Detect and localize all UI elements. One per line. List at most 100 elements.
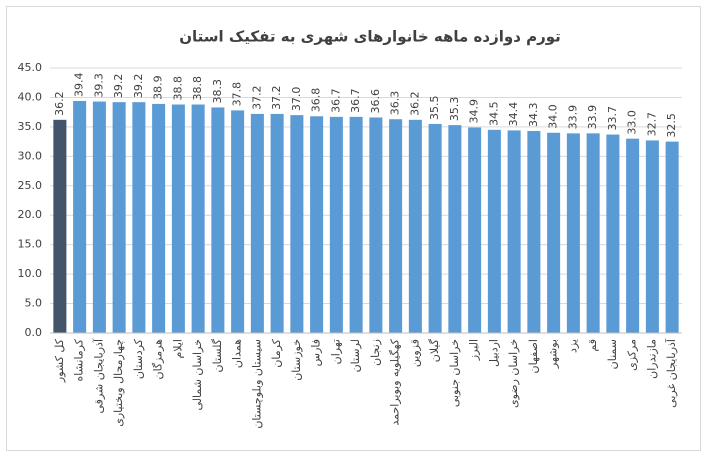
x-tick-label: یزد <box>566 339 579 353</box>
bar <box>586 133 600 333</box>
bar <box>606 134 620 333</box>
value-label: 39.2 <box>112 74 125 99</box>
x-tick-label: هرمزگان <box>152 339 165 380</box>
x-tick-label: چهارمحال وبختیاری <box>112 339 125 427</box>
value-label: 37.0 <box>290 87 303 112</box>
value-label: 34.3 <box>527 103 540 128</box>
x-tick-label: خراسان رضوی <box>507 339 520 408</box>
y-tick-label: 10.0 <box>18 267 43 280</box>
x-tick-label: آذربایجان غربی <box>664 338 678 408</box>
value-label: 32.5 <box>665 113 678 138</box>
value-label: 34.4 <box>507 102 520 127</box>
y-tick-label: 0.0 <box>25 326 43 339</box>
x-tick-label: گیلان <box>428 338 441 362</box>
value-label: 33.9 <box>566 105 579 130</box>
bar <box>231 110 245 334</box>
bar <box>566 133 580 333</box>
bar <box>211 107 225 333</box>
bar <box>191 104 205 333</box>
x-tick-label: سیستان وبلوچستان <box>250 339 263 429</box>
x-tick-label: کردستان <box>132 338 145 379</box>
bar <box>369 117 383 333</box>
x-tick-label: کرمان <box>270 338 283 367</box>
x-tick-label: مرکزی <box>626 339 639 371</box>
y-tick-label: 35.0 <box>18 120 43 133</box>
x-tick-label: فارس <box>310 339 323 366</box>
value-label: 38.8 <box>191 76 204 101</box>
x-tick-label: اصفهان <box>527 339 540 373</box>
value-label: 34.5 <box>487 101 500 126</box>
value-label: 34.0 <box>547 104 560 129</box>
value-label: 36.7 <box>329 88 342 113</box>
x-tick-label: مازندران <box>645 339 658 379</box>
value-label: 33.9 <box>586 105 599 130</box>
bar <box>487 129 501 333</box>
bar <box>527 131 541 333</box>
bar <box>171 104 185 333</box>
value-label: 39.3 <box>92 73 105 98</box>
value-label: 34.9 <box>468 99 481 124</box>
y-tick-label: 25.0 <box>18 179 43 192</box>
bar <box>626 138 640 333</box>
value-label: 35.5 <box>428 95 441 120</box>
x-tick-label: لرستان <box>349 339 362 372</box>
value-label: 33.7 <box>606 106 619 131</box>
bar <box>112 102 126 334</box>
x-tick-label: بوشهر <box>547 339 560 369</box>
bar <box>92 101 106 333</box>
x-tick-label: کرمانشاه <box>73 338 86 381</box>
x-tick-label: کل کشور <box>53 338 66 383</box>
y-tick-label: 45.0 <box>18 61 43 74</box>
value-label: 37.8 <box>231 82 244 107</box>
value-label: 39.2 <box>132 74 145 99</box>
x-tick-label: آذربایجان شرقی <box>91 338 105 413</box>
bar <box>645 140 659 333</box>
y-tick-label: 20.0 <box>18 208 43 221</box>
bar <box>547 132 561 333</box>
bar <box>448 125 462 333</box>
bar <box>53 119 67 333</box>
bar <box>349 116 363 333</box>
value-label: 36.3 <box>389 91 402 116</box>
x-tick-label: قم <box>586 339 599 352</box>
value-label: 37.2 <box>270 85 283 110</box>
bar <box>310 116 324 334</box>
x-tick-label: البرز <box>468 339 481 361</box>
x-tick-label: زنجان <box>369 339 382 366</box>
x-tick-label: خراسان جنوبی <box>448 339 461 407</box>
value-label: 38.9 <box>152 75 165 100</box>
value-label: 37.2 <box>250 85 263 110</box>
value-label: 33.0 <box>626 110 639 135</box>
value-label: 38.3 <box>211 79 224 104</box>
value-label: 36.2 <box>408 91 421 116</box>
value-label: 35.3 <box>448 97 461 122</box>
x-tick-label: خراسان شمالی <box>191 339 204 411</box>
bar <box>329 116 343 333</box>
bar <box>152 103 166 333</box>
x-tick-label: قزوین <box>408 339 421 367</box>
bar <box>428 123 442 333</box>
value-label: 36.2 <box>53 91 66 116</box>
x-tick-label: گلستان <box>211 338 224 372</box>
value-label: 36.8 <box>310 88 323 113</box>
x-tick-label: تهران <box>329 339 342 364</box>
y-tick-label: 40.0 <box>18 90 43 103</box>
value-label: 32.7 <box>645 112 658 137</box>
x-tick-label: اردبیل <box>487 339 500 367</box>
y-tick-label: 5.0 <box>25 297 43 310</box>
bar <box>389 119 403 333</box>
bar <box>665 141 679 333</box>
x-tick-label: کهگیلویه وبویراحمد <box>389 338 402 425</box>
bar <box>408 119 422 333</box>
bar <box>73 100 87 333</box>
bar <box>468 127 482 333</box>
bar <box>270 113 284 333</box>
chart-title: تورم دوازده ماهه خانوارهای شهری به تفکیک… <box>179 28 561 46</box>
bar <box>132 102 146 334</box>
x-tick-label: خوزستان <box>290 339 303 381</box>
bar <box>507 130 521 333</box>
value-label: 39.4 <box>73 72 86 97</box>
x-tick-label: سمنان <box>606 339 619 369</box>
value-label: 38.8 <box>171 76 184 101</box>
